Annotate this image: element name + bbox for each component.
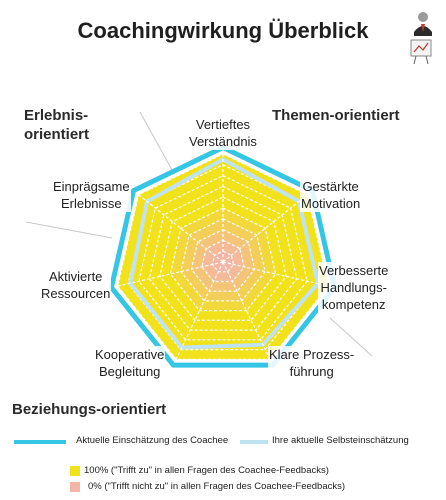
series-line-1	[128, 157, 320, 350]
axis-label-5-line-1: Ressourcen	[41, 286, 111, 301]
chart-title: Coachingwirkung Überblick	[77, 18, 369, 43]
axis-label-2-line-0: Verbesserte	[319, 263, 389, 278]
axis-label-4: Kooperative Begleitung	[94, 346, 166, 380]
axis-label-1-line-1: Motivation	[301, 196, 361, 211]
radar-spoke-6	[138, 194, 224, 263]
legend-swatch-coachee	[14, 440, 66, 444]
axis-label-3-line-1: führung	[289, 364, 334, 379]
coach-person-icon	[408, 10, 438, 66]
group-label-erlebnis: Erlebnis- orientiert	[24, 107, 90, 143]
axis-label-3: Klare Prozess-führung	[268, 346, 356, 380]
leader-line-0	[139, 111, 173, 171]
axis-label-1-line-0: Gestärkte	[302, 179, 359, 194]
leader-line-1	[25, 221, 113, 239]
group-label-beziehung: Beziehungs-orientiert	[12, 401, 167, 418]
legend-label-coachee: Aktuelle Einschätzung des Coachee	[76, 435, 229, 446]
axis-label-0-line-1: Verständnis	[189, 134, 257, 149]
radar-spoke-5	[117, 261, 224, 287]
axis-label-2: Verbesserte Handlungs-kompetenz	[318, 262, 390, 313]
legend-label-self: Ihre aktuelle Selbsteinschätzung	[272, 435, 409, 446]
axis-label-0: Vertieftes Verständnis	[188, 116, 258, 150]
radar-spokes	[117, 154, 329, 360]
legend-swatch-self	[240, 440, 268, 444]
group-label-themen: Themen-orientiert	[272, 107, 400, 124]
axis-label-1: Gestärkte Motivation	[300, 178, 362, 212]
group-leader-lines	[25, 111, 373, 357]
legend-swatch-fill-0	[70, 482, 80, 492]
axis-label-0-line-0: Vertieftes	[195, 117, 251, 132]
radar-spoke-2	[222, 261, 329, 287]
radar-spoke-4	[175, 261, 224, 360]
axis-label-5: Aktivierte Ressourcen	[40, 268, 112, 302]
axis-label-4-line-1: Begleitung	[98, 364, 161, 379]
radar-spoke-3	[222, 261, 271, 360]
legend-swatch-fill-100	[70, 466, 80, 476]
axis-label-6-line-1: Erlebnisse	[60, 196, 122, 211]
legend-label-fill-100: 100% ("Trifft zu" in allen Fragen des Co…	[84, 465, 329, 476]
legend-label-fill-0: 0% ("Trifft nicht zu" in allen Fragen de…	[88, 481, 346, 492]
radar-spoke-1	[222, 194, 308, 263]
leader-line-2	[329, 317, 373, 357]
axis-label-6: Einprägsame Erlebnisse	[52, 178, 131, 212]
axis-label-4-line-0: Kooperative	[95, 347, 165, 362]
axis-label-5-line-0: Aktivierte	[48, 269, 103, 284]
axis-label-3-line-0: Klare Prozess-	[269, 347, 355, 362]
axis-label-2-line-1: Handlungs-	[320, 280, 387, 295]
axis-label-6-line-0: Einprägsame	[53, 179, 130, 194]
axis-label-2-line-2: kompetenz	[321, 297, 386, 312]
